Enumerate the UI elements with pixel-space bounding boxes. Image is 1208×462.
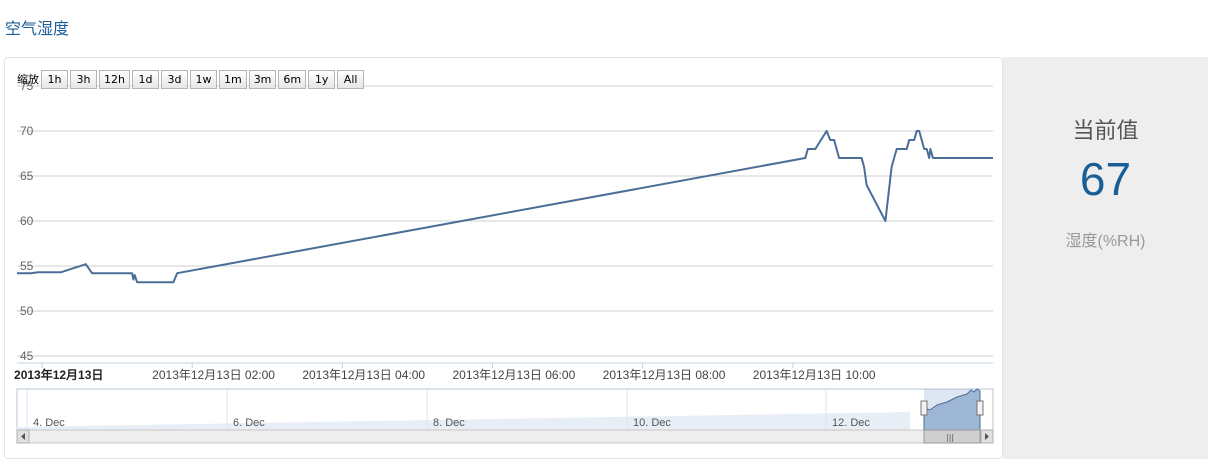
navigator-label: 8. Dec [433,417,465,429]
current-value-unit: 湿度(%RH) [1065,233,1146,250]
zoom-button-12h[interactable]: 12h [99,69,130,89]
y-tick-label: 65 [20,169,34,183]
zoom-button-3m[interactable]: 3m [248,69,277,89]
navigator-label: 4. Dec [33,417,65,429]
series-line [17,130,993,284]
y-tick-label: 55 [20,259,34,273]
x-tick-label: 2013年12月13日 08:00 [603,368,726,382]
navigator-label: 10. Dec [633,417,671,429]
zoom-button-1y[interactable]: 1y [308,69,336,89]
zoom-button-1m[interactable]: 1m [218,69,247,89]
zoom-bar: 缩放 1h 3h 12h 1d 3d 1w 1m 3m 6m 1y All [17,69,366,89]
zoom-button-3h[interactable]: 3h [70,69,97,89]
x-tick-label: 2013年12月13日 10:00 [753,368,876,382]
x-tick-label: 2013年12月13日 02:00 [152,368,275,382]
current-value: 67 [1079,153,1132,205]
x-tick-label: 2013年12月13日 [14,367,103,382]
x-tick-label: 2013年12月13日 06:00 [452,368,575,382]
zoom-button-1w[interactable]: 1w [189,69,217,89]
chevron-right-icon [985,433,989,440]
navigator-left-handle[interactable] [920,400,928,416]
y-tick-label: 45 [20,349,34,363]
zoom-buttons: 1h 3h 12h 1d 3d 1w 1m 3m 6m 1y All [41,69,366,89]
chevron-left-icon [21,433,25,440]
y-tick-label: 75 [20,79,34,93]
humidity-chart: 45 50 55 60 65 70 75 2013年12月13日 2013年12月13日 02:… [14,79,994,444]
navigator-label: 6. Dec [233,417,265,429]
zoom-label: 缩放 [17,73,39,86]
navigator-right-handle[interactable] [976,400,984,416]
navigator-series-fill [17,412,910,430]
navigator-label: 12. Dec [832,417,870,429]
zoom-button-6m[interactable]: 6m [278,69,307,89]
y-tick-label: 50 [20,304,34,318]
x-tick-label: 2013年12月13日 04:00 [302,368,425,382]
zoom-button-1h[interactable]: 1h [41,69,68,89]
page-title: 空气湿度 [5,19,70,38]
current-value-panel: 当前值 67 湿度(%RH) [1003,57,1208,459]
current-value-title: 当前值 [1072,119,1139,144]
chart-panel: 45 50 55 60 65 70 75 2013年12月13日 2013年12月13日 02:… [4,57,1003,459]
y-tick-label: 60 [20,214,34,228]
scrollbar-grip: ||| [946,433,954,442]
zoom-button-1d[interactable]: 1d [131,69,159,89]
scrollbar-thumb[interactable] [923,429,981,444]
zoom-button-3d[interactable]: 3d [160,69,188,89]
zoom-button-All[interactable]: All [337,69,365,89]
scrollbar-track[interactable] [16,429,994,444]
y-tick-label: 70 [20,124,34,138]
